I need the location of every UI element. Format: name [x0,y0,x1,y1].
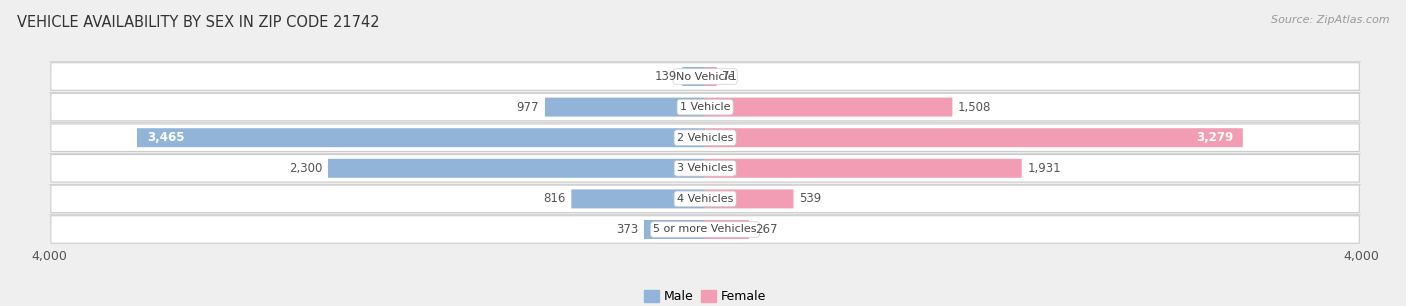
FancyBboxPatch shape [644,220,706,239]
FancyBboxPatch shape [706,220,749,239]
FancyBboxPatch shape [51,155,1360,182]
FancyBboxPatch shape [706,67,717,86]
FancyBboxPatch shape [546,98,706,117]
Text: 539: 539 [799,192,821,205]
FancyBboxPatch shape [51,185,1360,213]
Text: 71: 71 [723,70,738,83]
FancyBboxPatch shape [51,63,1360,90]
Text: 3,279: 3,279 [1195,131,1233,144]
Text: 3 Vehicles: 3 Vehicles [676,163,734,173]
Text: No Vehicle: No Vehicle [676,72,734,81]
Text: 5 or more Vehicles: 5 or more Vehicles [654,225,756,234]
Text: 1 Vehicle: 1 Vehicle [681,102,730,112]
FancyBboxPatch shape [571,189,706,208]
Text: VEHICLE AVAILABILITY BY SEX IN ZIP CODE 21742: VEHICLE AVAILABILITY BY SEX IN ZIP CODE … [17,15,380,30]
Text: Source: ZipAtlas.com: Source: ZipAtlas.com [1271,15,1389,25]
Text: 2 Vehicles: 2 Vehicles [676,133,734,143]
FancyBboxPatch shape [51,124,1360,151]
FancyBboxPatch shape [706,159,1022,178]
FancyBboxPatch shape [136,128,706,147]
Text: 4 Vehicles: 4 Vehicles [676,194,734,204]
FancyBboxPatch shape [682,67,706,86]
FancyBboxPatch shape [706,189,793,208]
Text: 373: 373 [616,223,638,236]
Text: 2,300: 2,300 [288,162,322,175]
Text: 139: 139 [654,70,676,83]
Text: 1,508: 1,508 [957,101,991,114]
Text: 816: 816 [543,192,565,205]
Text: 267: 267 [755,223,778,236]
FancyBboxPatch shape [328,159,706,178]
FancyBboxPatch shape [706,98,952,117]
FancyBboxPatch shape [51,93,1360,121]
Text: 3,465: 3,465 [146,131,184,144]
Legend: Male, Female: Male, Female [638,285,772,306]
Text: 977: 977 [516,101,538,114]
Text: 1,931: 1,931 [1028,162,1062,175]
FancyBboxPatch shape [706,128,1243,147]
FancyBboxPatch shape [51,216,1360,243]
